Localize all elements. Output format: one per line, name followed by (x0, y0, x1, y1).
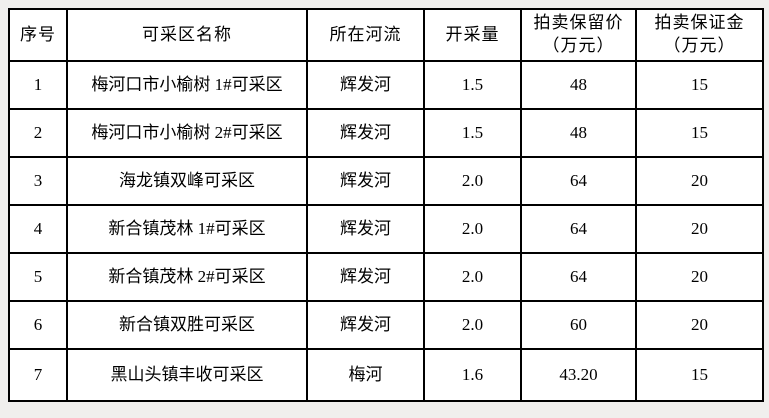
table-row: 3 海龙镇双峰可采区 辉发河 2.0 64 20 (8, 156, 764, 206)
cell-deposit: 20 (635, 204, 764, 254)
column-header-reserve-price: 拍卖保留价 （万元） (520, 8, 637, 62)
table-row: 6 新合镇双胜可采区 辉发河 2.0 60 20 (8, 300, 764, 350)
cell-index: 1 (8, 60, 68, 110)
column-header-line: （万元） (663, 36, 736, 55)
cell-mining-volume: 2.0 (423, 204, 522, 254)
cell-reserve-price: 64 (520, 252, 637, 302)
mining-area-auction-table: 序号 可采区名称 所在河流 开采量 拍卖保留价 （万元） 拍卖保证金 （万元） 1 梅河口市小榆… (8, 8, 764, 402)
table-row: 2 梅河口市小榆树 2#可采区 辉发河 1.5 48 15 (8, 108, 764, 158)
cell-deposit: 20 (635, 300, 764, 350)
cell-area-name: 海龙镇双峰可采区 (66, 156, 308, 206)
cell-index: 6 (8, 300, 68, 350)
cell-reserve-price: 43.20 (520, 348, 637, 402)
cell-reserve-price: 64 (520, 156, 637, 206)
cell-river: 辉发河 (306, 156, 425, 206)
cell-area-name: 新合镇双胜可采区 (66, 300, 308, 350)
cell-river: 辉发河 (306, 252, 425, 302)
cell-mining-volume: 2.0 (423, 300, 522, 350)
table-header-row: 序号 可采区名称 所在河流 开采量 拍卖保留价 （万元） 拍卖保证金 （万元） (8, 8, 764, 62)
column-header-line: 序号 (20, 24, 56, 44)
cell-area-name: 梅河口市小榆树 2#可采区 (66, 108, 308, 158)
cell-deposit: 20 (635, 252, 764, 302)
cell-river: 辉发河 (306, 300, 425, 350)
column-header-index: 序号 (8, 8, 68, 62)
table-row: 4 新合镇茂林 1#可采区 辉发河 2.0 64 20 (8, 204, 764, 254)
cell-area-name: 新合镇茂林 2#可采区 (66, 252, 308, 302)
column-header-line: 所在河流 (329, 24, 402, 44)
cell-reserve-price: 48 (520, 60, 637, 110)
column-header-area-name: 可采区名称 (66, 8, 308, 62)
cell-mining-volume: 1.5 (423, 108, 522, 158)
column-header-line: 开采量 (445, 24, 500, 44)
cell-index: 2 (8, 108, 68, 158)
column-header-line: 拍卖保证金 (654, 13, 745, 33)
table-row: 5 新合镇茂林 2#可采区 辉发河 2.0 64 20 (8, 252, 764, 302)
cell-river: 辉发河 (306, 60, 425, 110)
cell-deposit: 15 (635, 108, 764, 158)
cell-mining-volume: 1.5 (423, 60, 522, 110)
cell-deposit: 15 (635, 60, 764, 110)
cell-mining-volume: 2.0 (423, 156, 522, 206)
column-header-line: 可采区名称 (142, 24, 232, 44)
cell-area-name: 新合镇茂林 1#可采区 (66, 204, 308, 254)
cell-mining-volume: 1.6 (423, 348, 522, 402)
table-header: 序号 可采区名称 所在河流 开采量 拍卖保留价 （万元） 拍卖保证金 （万元） (8, 8, 764, 62)
column-header-deposit: 拍卖保证金 （万元） (635, 8, 764, 62)
cell-index: 3 (8, 156, 68, 206)
table-body: 1 梅河口市小榆树 1#可采区 辉发河 1.5 48 15 2 梅河口市小榆树 2#可采区 辉发… (8, 60, 764, 402)
auction-table-container: 序号 可采区名称 所在河流 开采量 拍卖保留价 （万元） 拍卖保证金 （万元） 1 梅河口市小榆… (8, 8, 764, 402)
cell-mining-volume: 2.0 (423, 252, 522, 302)
cell-river: 辉发河 (306, 204, 425, 254)
column-header-line: （万元） (542, 36, 615, 55)
column-header-line: 拍卖保留价 (533, 13, 624, 33)
table-row: 1 梅河口市小榆树 1#可采区 辉发河 1.5 48 15 (8, 60, 764, 110)
cell-area-name: 黑山头镇丰收可采区 (66, 348, 308, 402)
cell-deposit: 20 (635, 156, 764, 206)
cell-index: 4 (8, 204, 68, 254)
cell-index: 7 (8, 348, 68, 402)
column-header-river: 所在河流 (306, 8, 425, 62)
table-row: 7 黑山头镇丰收可采区 梅河 1.6 43.20 15 (8, 348, 764, 402)
column-header-mining-volume: 开采量 (423, 8, 522, 62)
cell-reserve-price: 48 (520, 108, 637, 158)
cell-area-name: 梅河口市小榆树 1#可采区 (66, 60, 308, 110)
cell-deposit: 15 (635, 348, 764, 402)
cell-river: 梅河 (306, 348, 425, 402)
cell-reserve-price: 64 (520, 204, 637, 254)
cell-reserve-price: 60 (520, 300, 637, 350)
cell-index: 5 (8, 252, 68, 302)
cell-river: 辉发河 (306, 108, 425, 158)
